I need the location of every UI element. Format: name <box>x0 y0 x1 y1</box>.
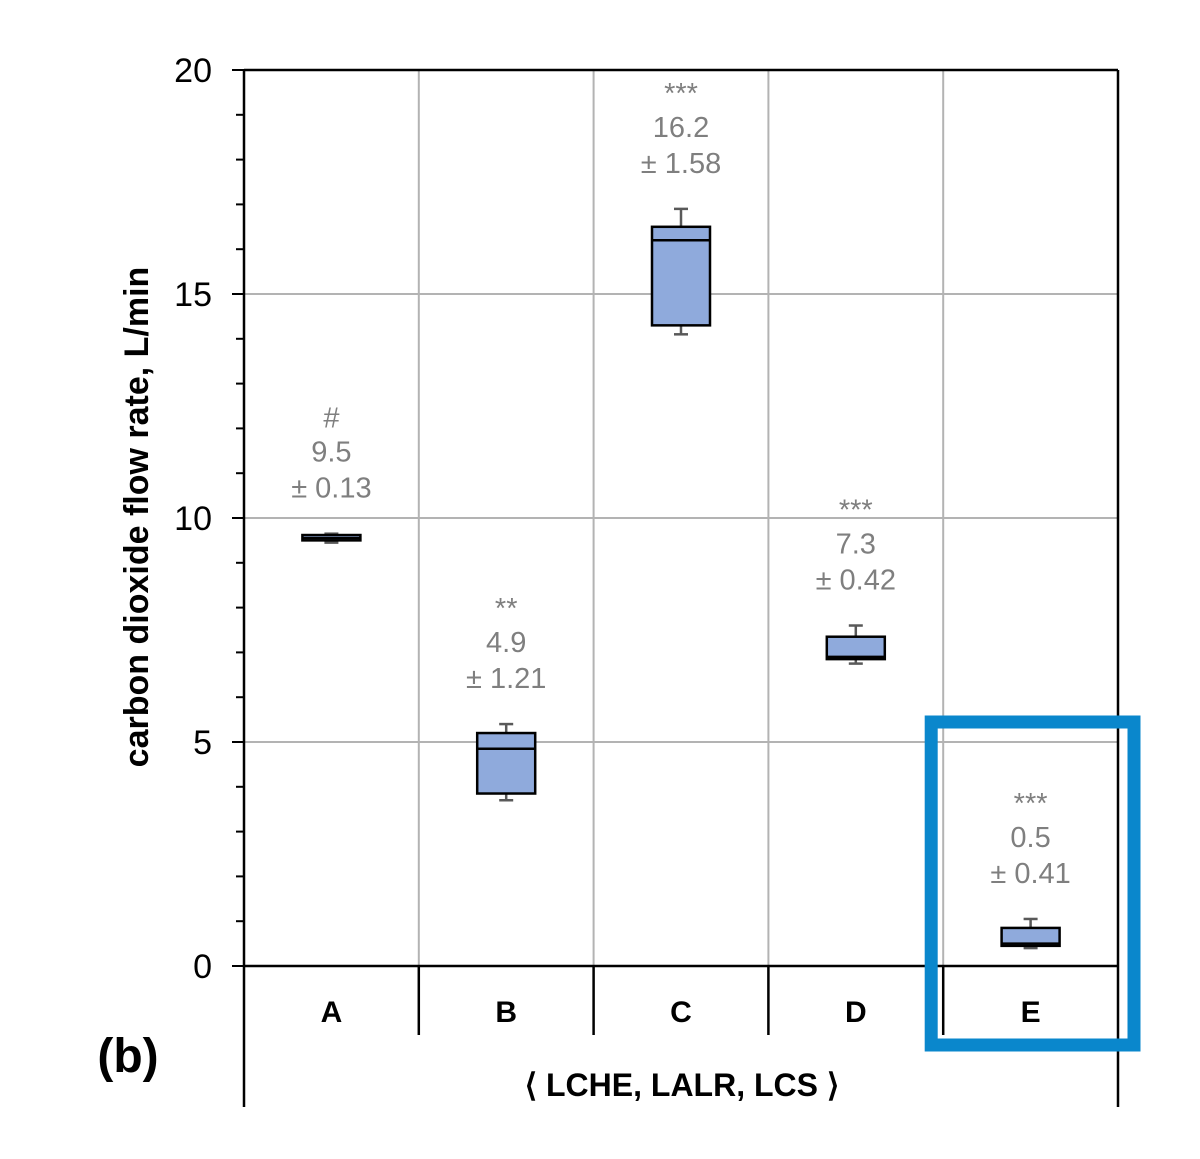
box-body <box>1000 926 1061 948</box>
labels: carbon dioxide flow rate, L/min ⟨ LCHE, … <box>97 267 839 1103</box>
significance-label: *** <box>1014 788 1048 820</box>
y-tick-label: 15 <box>174 276 212 314</box>
sd-label: ± 0.42 <box>816 565 896 597</box>
sd-label: ± 0.13 <box>291 473 371 505</box>
significance-label: *** <box>664 78 698 110</box>
highlight-box <box>924 715 1141 1052</box>
x-category-label: D <box>845 996 867 1029</box>
box-A: ± 0.13 9.5# <box>291 403 372 544</box>
box-body <box>825 635 887 661</box>
box-D: ± 0.42 7.3*** <box>816 495 896 665</box>
box-E: ± 0.41 0.5*** <box>990 788 1071 950</box>
x-category-label: C <box>670 996 692 1029</box>
axes: 0 5 10 15 20 A B C D E <box>174 52 1120 1107</box>
y-tick-label: 20 <box>174 52 212 90</box>
significance-label: ** <box>495 593 518 625</box>
mean-label: 9.5 <box>311 437 351 469</box>
sd-label: ± 0.41 <box>990 858 1070 890</box>
panel-label: (b) <box>97 1030 158 1083</box>
x-category-label: E <box>1021 996 1041 1029</box>
box-B: ± 1.21 4.9** <box>466 593 546 802</box>
sd-label: ± 1.21 <box>466 663 546 695</box>
mean-label: 0.5 <box>1010 822 1050 854</box>
mean-label: 7.3 <box>836 529 876 561</box>
x-category-label: B <box>495 996 517 1029</box>
sd-label: ± 1.58 <box>641 148 721 180</box>
grid-lines <box>244 69 1118 966</box>
y-axis-label: carbon dioxide flow rate, L/min <box>118 267 156 768</box>
significance-label: # <box>323 403 339 435</box>
mean-label: 4.9 <box>486 627 526 659</box>
y-tick-label: 5 <box>193 724 212 762</box>
x-category-label: A <box>321 996 343 1029</box>
y-tick-label: 0 <box>193 948 212 986</box>
box-body <box>650 225 712 327</box>
box-body <box>475 731 537 795</box>
y-tick-label: 10 <box>174 500 212 538</box>
box-C: ± 1.58 16.2*** <box>641 78 721 336</box>
significance-label: *** <box>839 495 873 527</box>
mean-label: 16.2 <box>653 112 709 144</box>
x-axis-label: ⟨ LCHE, LALR, LCS ⟩ <box>525 1067 840 1103</box>
